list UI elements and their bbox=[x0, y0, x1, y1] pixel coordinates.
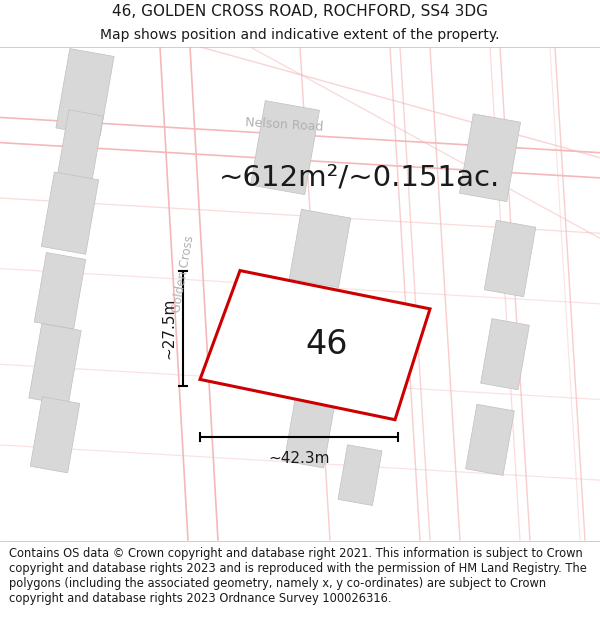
Polygon shape bbox=[56, 49, 114, 136]
Text: 46: 46 bbox=[305, 328, 347, 361]
Text: 46, GOLDEN CROSS ROAD, ROCHFORD, SS4 3DG: 46, GOLDEN CROSS ROAD, ROCHFORD, SS4 3DG bbox=[112, 4, 488, 19]
Polygon shape bbox=[29, 324, 81, 405]
Polygon shape bbox=[30, 397, 80, 473]
Polygon shape bbox=[200, 271, 430, 420]
Polygon shape bbox=[251, 101, 319, 194]
Polygon shape bbox=[289, 209, 350, 288]
Text: ~612m²/~0.151ac.: ~612m²/~0.151ac. bbox=[220, 164, 500, 192]
Polygon shape bbox=[484, 220, 536, 297]
Text: Nelson Road: Nelson Road bbox=[245, 116, 324, 133]
Polygon shape bbox=[56, 110, 103, 186]
Polygon shape bbox=[284, 391, 336, 468]
Text: ~42.3m: ~42.3m bbox=[268, 451, 330, 466]
Text: Golden Cross: Golden Cross bbox=[170, 234, 196, 313]
Polygon shape bbox=[41, 172, 98, 254]
Text: Map shows position and indicative extent of the property.: Map shows position and indicative extent… bbox=[100, 28, 500, 42]
Polygon shape bbox=[460, 114, 521, 202]
Polygon shape bbox=[481, 319, 529, 390]
Polygon shape bbox=[312, 308, 368, 381]
Text: ~27.5m: ~27.5m bbox=[161, 298, 176, 359]
Polygon shape bbox=[466, 404, 514, 476]
Polygon shape bbox=[34, 253, 86, 329]
Text: Contains OS data © Crown copyright and database right 2021. This information is : Contains OS data © Crown copyright and d… bbox=[9, 548, 587, 606]
Polygon shape bbox=[338, 445, 382, 506]
